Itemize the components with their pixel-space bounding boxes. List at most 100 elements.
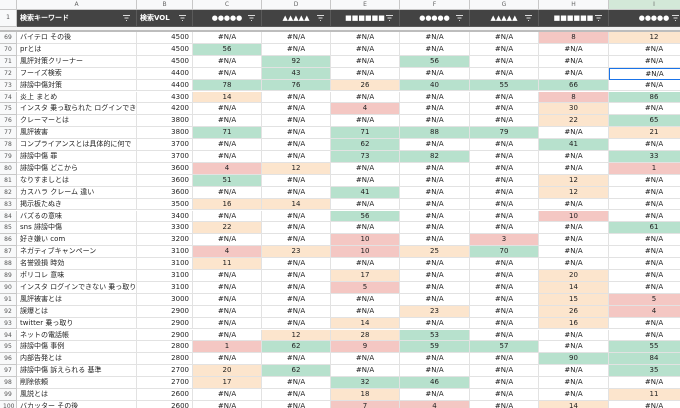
volume-cell[interactable]: 2600 — [137, 400, 193, 408]
rank-cell[interactable]: 14 — [262, 198, 331, 211]
rank-cell[interactable]: 8 — [539, 91, 609, 104]
rank-cell[interactable]: #N/A — [400, 258, 470, 270]
rank-cell[interactable]: #N/A — [262, 174, 331, 187]
row-number[interactable]: 70 — [0, 43, 17, 56]
volume-cell[interactable]: 3100 — [137, 281, 193, 294]
rank-cell[interactable]: #N/A — [400, 198, 470, 211]
rank-cell[interactable]: 4 — [193, 246, 262, 259]
filter-icon[interactable] — [317, 15, 324, 21]
rank-cell[interactable]: #N/A — [331, 258, 400, 270]
volume-cell[interactable]: 3000 — [137, 293, 193, 306]
rank-cell[interactable]: #N/A — [609, 210, 680, 223]
rank-cell[interactable]: 82 — [400, 151, 470, 163]
rank-cell[interactable]: #N/A — [609, 329, 680, 342]
rank-cell[interactable]: #N/A — [470, 103, 539, 116]
row-number[interactable]: 87 — [0, 246, 17, 259]
rank-cell[interactable]: #N/A — [331, 198, 400, 211]
rank-cell[interactable]: #N/A — [262, 103, 331, 116]
keyword-cell[interactable]: 風評対策クリーナー — [17, 55, 137, 68]
rank-cell[interactable]: 71 — [193, 127, 262, 140]
rank-cell[interactable]: #N/A — [470, 32, 539, 44]
rank-cell[interactable]: 10 — [331, 234, 400, 247]
rank-cell[interactable]: 12 — [262, 162, 331, 175]
keyword-cell[interactable]: ポリコレ 意味 — [17, 270, 137, 282]
row-number[interactable]: 89 — [0, 270, 17, 282]
keyword-cell[interactable]: バズるの意味 — [17, 210, 137, 223]
rank-cell[interactable]: 9 — [331, 341, 400, 354]
volume-cell[interactable]: 4400 — [137, 79, 193, 92]
rank-cell[interactable]: #N/A — [400, 115, 470, 128]
rank-cell[interactable]: 16 — [193, 198, 262, 211]
keyword-cell[interactable]: 誤爆とは — [17, 305, 137, 318]
rank-cell[interactable]: 10 — [539, 210, 609, 223]
rank-cell[interactable]: #N/A — [609, 258, 680, 270]
rank-cell[interactable]: 76 — [262, 79, 331, 92]
volume-cell[interactable]: 2900 — [137, 317, 193, 330]
rank-cell[interactable]: #N/A — [400, 317, 470, 330]
volume-cell[interactable]: 2900 — [137, 329, 193, 342]
rank-cell[interactable]: #N/A — [400, 281, 470, 294]
row-number[interactable]: 97 — [0, 365, 17, 378]
rank-cell[interactable]: 51 — [193, 174, 262, 187]
rank-cell[interactable]: #N/A — [193, 353, 262, 366]
column-letter[interactable]: A — [17, 0, 137, 10]
keyword-cell[interactable]: クレーマーとは — [17, 115, 137, 128]
rank-cell[interactable]: #N/A — [609, 103, 680, 116]
rank-cell[interactable]: 55 — [609, 341, 680, 354]
rank-cell[interactable]: 14 — [331, 317, 400, 330]
rank-cell[interactable]: 73 — [331, 151, 400, 163]
rank-cell[interactable]: #N/A — [331, 365, 400, 378]
rank-cell[interactable]: 22 — [539, 115, 609, 128]
volume-cell[interactable]: 4500 — [137, 32, 193, 44]
volume-cell[interactable]: 2700 — [137, 365, 193, 378]
rank-cell[interactable]: 23 — [262, 246, 331, 259]
rank-cell[interactable]: #N/A — [400, 210, 470, 223]
volume-cell[interactable]: 3500 — [137, 198, 193, 211]
row-number[interactable]: 84 — [0, 210, 17, 223]
row-number[interactable]: 92 — [0, 305, 17, 318]
rank-cell[interactable]: #N/A — [193, 281, 262, 294]
rank-cell[interactable]: #N/A — [193, 305, 262, 318]
rank-cell[interactable]: #N/A — [539, 341, 609, 354]
rank-cell[interactable]: 14 — [193, 91, 262, 104]
filter-icon[interactable] — [672, 15, 679, 21]
rank-cell[interactable]: 92 — [262, 55, 331, 68]
rank-cell[interactable]: #N/A — [539, 389, 609, 401]
rank-cell[interactable]: 35 — [609, 365, 680, 378]
column-letter[interactable]: F — [400, 0, 470, 10]
rank-cell[interactable]: 15 — [539, 293, 609, 306]
column-letter[interactable]: E — [331, 0, 400, 10]
rank-cell[interactable]: #N/A — [470, 55, 539, 68]
rank-cell[interactable]: 79 — [470, 127, 539, 140]
keyword-cell[interactable]: 風評被害 — [17, 127, 137, 140]
rank-cell[interactable]: #N/A — [539, 365, 609, 378]
rank-cell[interactable]: 90 — [539, 353, 609, 366]
column-letter[interactable]: C — [193, 0, 262, 10]
rank-cell[interactable]: 33 — [609, 151, 680, 163]
rank-cell[interactable]: #N/A — [470, 389, 539, 401]
rank-cell[interactable]: #N/A — [331, 67, 400, 80]
rank-cell[interactable]: #N/A — [262, 43, 331, 56]
rank-cell[interactable]: #N/A — [400, 162, 470, 175]
rank-cell[interactable]: #N/A — [193, 329, 262, 342]
volume-cell[interactable]: 3800 — [137, 127, 193, 140]
row-number[interactable]: 73 — [0, 79, 17, 92]
column-letter[interactable]: B — [137, 0, 193, 10]
keyword-cell[interactable]: 好き嫌い com — [17, 234, 137, 247]
row-number[interactable]: 95 — [0, 341, 17, 354]
keyword-cell[interactable]: ネガティブキャンペーン — [17, 246, 137, 259]
rank-cell[interactable]: #N/A — [470, 317, 539, 330]
volume-cell[interactable]: 3800 — [137, 115, 193, 128]
rank-cell[interactable]: #N/A — [400, 389, 470, 401]
keyword-cell[interactable]: カスハラ クレーム 違い — [17, 186, 137, 199]
keyword-cell[interactable]: バイテロ その後 — [17, 32, 137, 44]
row-number[interactable]: 69 — [0, 32, 17, 44]
rank-cell[interactable]: 84 — [609, 353, 680, 366]
rank-cell[interactable]: #N/A — [331, 115, 400, 128]
rank-cell[interactable]: 14 — [539, 400, 609, 408]
rank-cell[interactable]: #N/A — [470, 329, 539, 342]
volume-cell[interactable]: 3600 — [137, 162, 193, 175]
row-number[interactable]: 77 — [0, 127, 17, 140]
rank-cell[interactable]: #N/A — [539, 43, 609, 56]
keyword-cell[interactable]: なりすましとは — [17, 174, 137, 187]
